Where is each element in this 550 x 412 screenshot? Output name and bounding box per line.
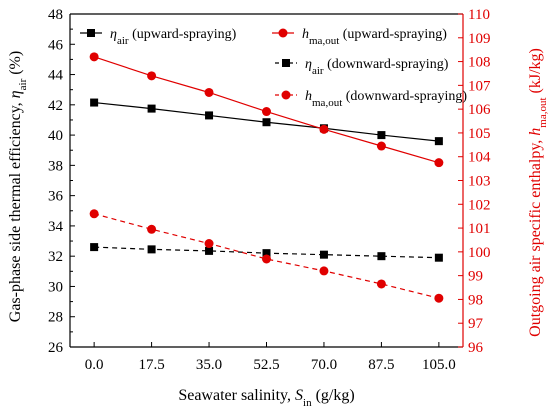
y-right-tick-label: 100 (468, 245, 491, 261)
y-left-tick-label: 48 (48, 7, 63, 23)
series-3-point (89, 209, 99, 219)
series-1-point (319, 124, 329, 134)
x-tick-label: 17.5 (138, 357, 164, 373)
x-tick-label: 52.5 (253, 357, 279, 373)
y-right-tick-label: 98 (468, 292, 483, 308)
y-right-tick-label: 99 (468, 269, 483, 285)
y-left-tick-label: 30 (48, 279, 63, 295)
y-left-tick-label: 36 (48, 189, 64, 205)
series-1-point (434, 158, 444, 168)
y-right-axis-title-group: Outgoing air specific enthalpy, hma,out … (527, 48, 549, 337)
series-2-point (319, 250, 328, 259)
legend-marker-0 (87, 29, 95, 37)
y-right-tick-label: 97 (468, 316, 484, 332)
series-0-point (90, 98, 99, 107)
series-3-point (204, 239, 214, 249)
legend-label-1: hma,out (upward-spraying) (302, 27, 447, 47)
y-left-tick-label: 40 (48, 128, 63, 144)
y-right-axis-title: Outgoing air specific enthalpy, hma,out … (527, 48, 549, 337)
series-3-point (147, 224, 157, 234)
y-left-axis-title-group: Gas-phase side thermal efficiency, ηair … (7, 51, 29, 322)
series-0-point (434, 137, 443, 146)
legend-marker-3 (281, 90, 291, 100)
series-1-point (376, 141, 386, 151)
series-2-point (147, 245, 156, 254)
legend-label-2: ηair (downward-spraying) (305, 57, 449, 77)
series-0-point (377, 131, 386, 140)
y-left-tick-label: 26 (48, 340, 64, 356)
y-right-tick-label: 105 (468, 126, 491, 142)
y-left-tick-label: 38 (48, 158, 63, 174)
y-left-tick-label: 46 (48, 37, 64, 53)
y-left-axis-title: Gas-phase side thermal efficiency, ηair … (7, 51, 29, 322)
legend-marker-2 (282, 59, 290, 67)
y-right-tick-label: 104 (468, 150, 491, 166)
series-1-point (147, 71, 157, 81)
y-left-tick-label: 34 (48, 219, 64, 235)
y-right-tick-label: 107 (468, 78, 491, 94)
y-right-tick-label: 110 (468, 7, 490, 23)
series-1-point (262, 107, 271, 117)
y-right-tick-label: 108 (468, 55, 491, 71)
series-2-point (434, 253, 443, 262)
series-3-point (262, 254, 271, 264)
series-0-point (205, 111, 214, 120)
legend-label-0: ηair (upward-spraying) (110, 27, 237, 47)
series-3-point (434, 293, 444, 303)
y-right-tick-label: 102 (468, 197, 491, 213)
legend-marker-1 (278, 28, 288, 38)
x-tick-label: 87.5 (368, 357, 394, 373)
x-tick-label: 105.0 (422, 357, 456, 373)
y-left-tick-label: 44 (48, 68, 64, 84)
y-left-tick-label: 32 (48, 249, 63, 265)
y-left-tick-label: 42 (48, 98, 63, 114)
x-axis-title: Seawater salinity, Sin (g/kg) (178, 387, 354, 409)
series-2-point (205, 246, 214, 255)
y-right-tick-label: 101 (468, 221, 491, 237)
series-2-point (262, 249, 271, 258)
series-1-point (89, 52, 99, 62)
x-tick-label: 70.0 (311, 357, 337, 373)
series-0-point (147, 104, 156, 113)
y-right-tick-label: 106 (468, 102, 491, 118)
y-right-tick-label: 96 (468, 340, 484, 356)
series-3-point (319, 266, 329, 276)
legend-label-3: hma,out (downward-spraying) (305, 89, 467, 109)
series-3-point (376, 279, 386, 289)
x-tick-label: 0.0 (85, 357, 104, 373)
y-right-tick-label: 109 (468, 31, 491, 47)
x-tick-label: 35.0 (196, 357, 222, 373)
y-left-tick-label: 28 (48, 310, 63, 326)
series-1-point (204, 87, 214, 97)
series-2-point (90, 243, 99, 252)
y-right-tick-label: 103 (468, 174, 491, 190)
series-0-point (262, 118, 271, 127)
series-2-point (377, 252, 386, 261)
